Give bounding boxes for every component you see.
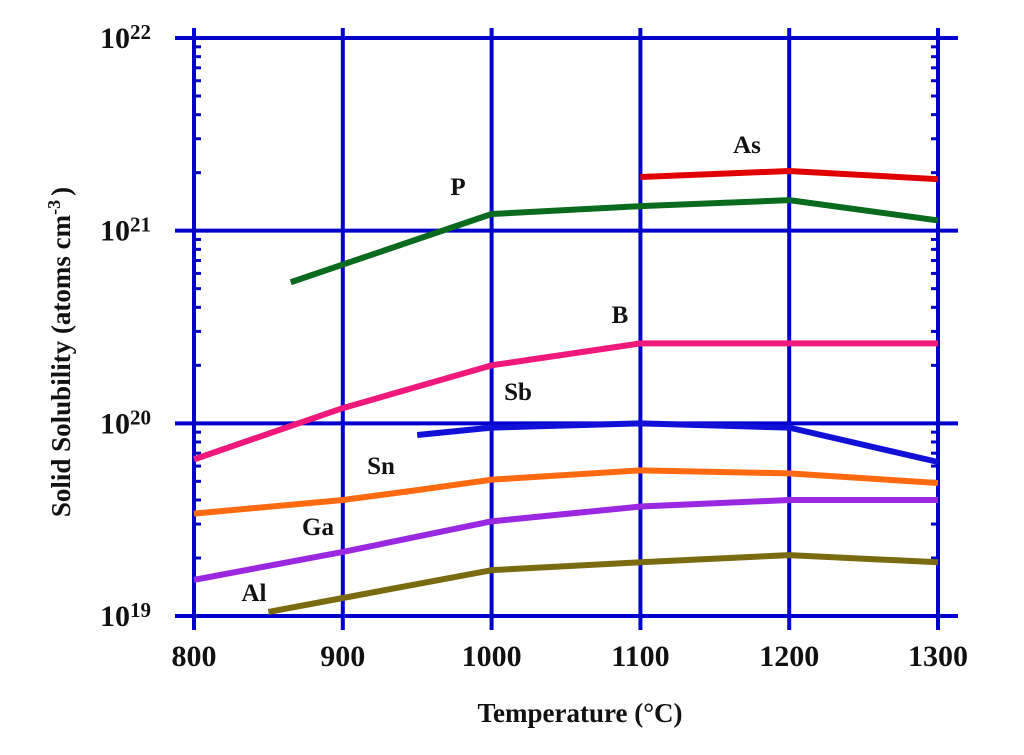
series-line-b [193,340,938,463]
series-label-b: B [612,302,629,329]
y-tick-exponent: 20 [130,405,151,429]
x-tick-label: 900 [320,640,365,673]
x-tick-label: 1100 [611,640,669,673]
y-axis-title-main: Solid Solubility (atoms cm [46,214,76,517]
y-tick-label: 1020 [100,405,151,440]
y-tick-base: 10 [100,600,130,633]
y-tick-exponent: 22 [130,20,151,44]
y-tick-label: 1022 [100,20,151,55]
y-tick-base: 10 [100,407,130,440]
series-label-sn: Sn [367,453,395,480]
series-line-al [267,552,939,615]
series-label-as: As [733,132,761,159]
x-tick-label: 1200 [759,640,819,673]
series-label-sb: Sb [504,379,532,406]
series-line-p [289,197,939,286]
series-label-ga: Ga [302,514,334,541]
y-tick-base: 10 [100,215,130,248]
x-tick-label: 800 [172,640,217,673]
y-tick-label: 1019 [100,598,151,633]
series-line-ga [193,497,938,583]
y-tick-label: 1021 [100,213,151,248]
y-tick-exponent: 21 [130,213,151,237]
series-label-p: P [450,174,465,201]
x-tick-label: 1300 [908,640,968,673]
y-axis-title-sup: -3 [44,200,64,215]
series-lines [193,168,939,615]
series-line-sn [193,467,939,517]
x-tick-label: 1000 [462,640,522,673]
y-tick-base: 10 [100,22,130,55]
series-line-as [640,168,939,183]
y-tick-exponent: 19 [130,598,151,622]
x-axis-title: Temperature (°C) [477,698,682,728]
grid [175,28,958,630]
y-axis-title: Solid Solubility (atoms cm-3) [44,187,76,517]
series-labels: As P B Sb Sn Ga Al [242,132,762,607]
y-axis-title-end: ) [46,187,76,196]
series-line-sb [416,420,939,465]
series-label-al: Al [242,580,267,607]
